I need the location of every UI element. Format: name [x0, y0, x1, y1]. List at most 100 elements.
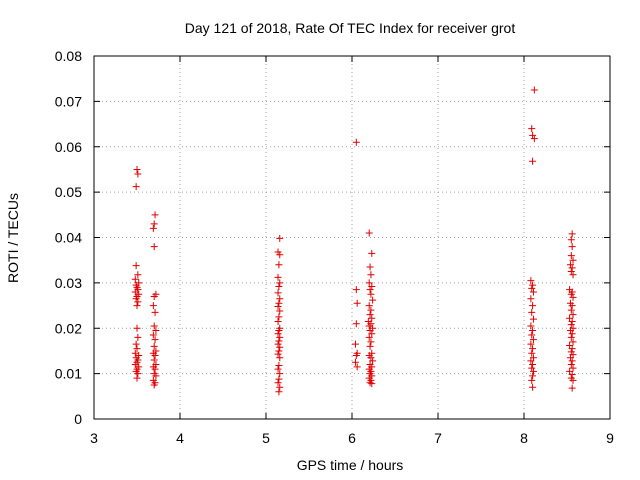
data-point: [568, 302, 576, 310]
data-point: [529, 327, 537, 335]
data-point: [530, 135, 538, 143]
data-point: [133, 302, 141, 310]
data-point: [134, 170, 142, 178]
data-point: [366, 342, 374, 350]
data-point: [276, 333, 284, 341]
data-point: [529, 367, 537, 375]
data-point: [529, 302, 537, 310]
data-point: [149, 302, 157, 310]
data-point: [527, 277, 535, 285]
data-point: [569, 293, 577, 301]
data-point: [274, 379, 282, 387]
data-point: [275, 347, 283, 355]
data-point: [152, 372, 160, 380]
data-point: [368, 283, 376, 291]
data-point: [274, 289, 282, 297]
x-tick-label: 8: [520, 430, 528, 446]
data-point: [528, 364, 536, 372]
data-point: [275, 299, 283, 307]
data-point: [527, 357, 535, 365]
data-point: [132, 295, 140, 303]
data-point: [567, 268, 575, 276]
data-point: [366, 327, 374, 335]
data-point: [276, 370, 284, 378]
data-point: [568, 371, 576, 379]
data-point: [151, 336, 159, 344]
y-tick-label: 0.03: [55, 275, 82, 291]
data-point: [134, 370, 142, 378]
data-point: [133, 324, 141, 332]
x-axis-label: GPS time / hours: [297, 457, 404, 473]
data-point: [133, 165, 141, 173]
data-point: [150, 292, 158, 300]
data-point: [367, 271, 375, 279]
data-point: [567, 236, 575, 244]
x-tick-label: 9: [606, 430, 614, 446]
data-point: [369, 296, 377, 304]
data-point: [353, 363, 361, 371]
data-point: [568, 384, 576, 392]
data-point: [275, 361, 283, 369]
data-point: [527, 340, 535, 348]
data-point: [567, 290, 575, 298]
data-point: [529, 281, 537, 289]
data-point: [529, 336, 537, 344]
data-point: [150, 243, 158, 251]
data-point: [566, 261, 574, 269]
data-point: [367, 306, 375, 314]
data-point: [351, 358, 359, 366]
data-point: [150, 322, 158, 330]
data-point: [529, 288, 537, 296]
data-point: [365, 302, 373, 310]
data-point: [528, 331, 536, 339]
data-point: [567, 333, 575, 341]
data-point: [529, 345, 537, 353]
data-point: [132, 340, 140, 348]
y-tick-label: 0: [74, 411, 82, 427]
data-point: [569, 376, 577, 384]
data-point: [568, 230, 576, 238]
data-point: [567, 252, 575, 260]
data-point: [149, 224, 157, 232]
data-point: [132, 262, 140, 270]
data-point: [368, 249, 376, 257]
data-point: [276, 234, 284, 242]
data-point: [365, 333, 373, 341]
x-axis-ticks: 3 4 5 6 7 8 9: [90, 56, 614, 446]
data-point: [568, 243, 576, 251]
data-point: [275, 261, 283, 269]
data-point: [275, 375, 283, 383]
data-point: [274, 340, 282, 348]
data-point: [365, 279, 373, 287]
data-point: [351, 340, 359, 348]
data-point: [150, 220, 158, 228]
data-point: [529, 131, 537, 139]
x-tick-label: 3: [90, 430, 98, 446]
data-point: [275, 388, 283, 396]
data-point: [366, 286, 374, 294]
data-point: [276, 307, 284, 315]
data-point: [276, 279, 284, 287]
data-point: [274, 317, 282, 325]
data-point: [569, 311, 577, 319]
data-point: [569, 271, 577, 279]
data-point: [150, 356, 158, 364]
data-point: [274, 302, 282, 310]
data-point: [150, 342, 158, 350]
grid-lines: [94, 56, 610, 419]
data-point: [529, 372, 537, 380]
data-point: [529, 157, 537, 165]
data-point: [369, 357, 377, 365]
y-tick-label: 0.04: [55, 230, 82, 246]
data-point: [352, 320, 360, 328]
x-tick-label: 7: [434, 430, 442, 446]
data-point: [528, 349, 536, 357]
data-point: [568, 330, 576, 338]
y-tick-label: 0.01: [55, 366, 82, 382]
data-point: [528, 308, 536, 316]
y-axis-label: ROTI / TECUs: [5, 193, 21, 283]
data-point: [352, 286, 360, 294]
data-point: [568, 264, 576, 272]
data-point: [367, 338, 375, 346]
data-point: [276, 251, 284, 259]
